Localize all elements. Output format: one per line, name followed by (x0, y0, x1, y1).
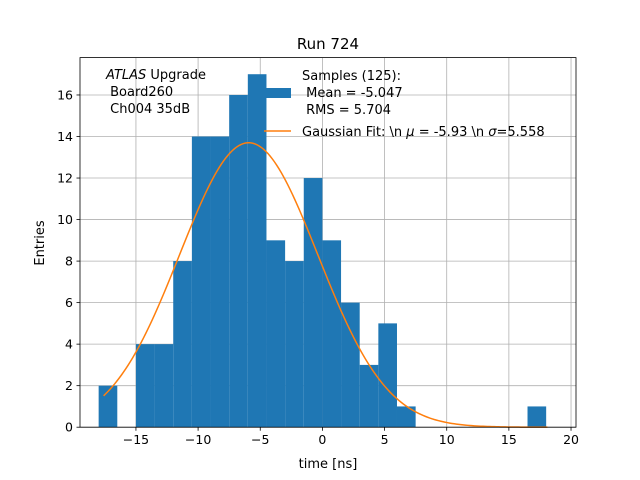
x-tick-label: −10 (185, 432, 211, 447)
legend-samples-swatch (264, 88, 291, 98)
x-tick-label: 5 (381, 432, 389, 447)
histogram-bars (98, 74, 547, 428)
x-tick-label: 0 (318, 432, 326, 447)
legend-samples-rms: RMS = 5.704 (302, 103, 391, 118)
chart-title: Run 724 (297, 35, 359, 53)
legend-samples-mean: Mean = -5.047 (302, 86, 403, 101)
y-tick-label: 12 (57, 171, 73, 186)
x-axis-label: time [ns] (299, 457, 358, 472)
histogram-bar (322, 240, 342, 428)
histogram-bar (229, 94, 248, 428)
legend-fit-mu-value: = -5.93 \n (415, 125, 489, 140)
histogram-bar (341, 302, 360, 428)
legend-fit-prefix: Gaussian Fit: \n (302, 125, 406, 140)
histogram-bar (98, 385, 118, 428)
y-tick-label: 6 (65, 295, 73, 310)
y-tick-label: 4 (65, 337, 73, 352)
legend-samples-title: Samples (125): (302, 69, 401, 84)
histogram-bar (527, 406, 547, 428)
histogram-bar (210, 136, 230, 428)
y-tick-label: 10 (57, 212, 73, 227)
y-tick-label: 0 (65, 420, 73, 435)
x-tick-label: 10 (439, 432, 455, 447)
annotation-board: Board260 (106, 85, 173, 100)
histogram-bar (396, 406, 416, 428)
legend-fit-mu: μ (405, 125, 414, 140)
atlas-annotation: ATLAS Upgrade Board260 Ch004 35dB (105, 68, 206, 117)
y-tick-label: 14 (57, 129, 73, 144)
annotation-channel: Ch004 35dB (106, 102, 190, 117)
legend: Samples (125): Mean = -5.047 RMS = 5.704… (264, 69, 545, 140)
x-tick-label: −15 (123, 432, 149, 447)
annotation-line-1: ATLAS Upgrade (105, 68, 206, 83)
histogram-bar (359, 364, 379, 428)
y-tick-label: 2 (65, 378, 73, 393)
histogram-bar (247, 74, 267, 428)
histogram-bar (191, 136, 211, 428)
x-tick-label: 15 (501, 432, 517, 447)
histogram-bar (173, 261, 192, 428)
legend-fit-sigma: σ (488, 125, 497, 140)
annotation-upgrade: Upgrade (146, 68, 206, 83)
histogram-bar (266, 240, 286, 428)
histogram-bar (303, 178, 323, 428)
y-tick-label: 8 (65, 254, 73, 269)
gaussian-fit-curve (103, 141, 548, 428)
annotation-atlas: ATLAS (105, 68, 146, 83)
x-tick-label: −5 (251, 432, 269, 447)
histogram-bar (378, 323, 397, 428)
y-tick-label: 16 (57, 87, 73, 102)
legend-fit-sigma-value: =5.558 (497, 125, 545, 140)
histogram-bar (135, 344, 155, 428)
histogram-bar (285, 261, 304, 428)
histogram-bar (154, 344, 174, 428)
y-axis-label: Entries (33, 220, 48, 266)
plot-frame (79, 57, 577, 428)
x-tick-label: 20 (563, 432, 579, 447)
legend-fit-label: Gaussian Fit: \n μ = -5.93 \n σ=5.558 (302, 125, 545, 140)
axis-ticks: −15 −10 −5 0 5 10 15 20 0 2 4 6 8 10 12 14 16 (57, 87, 579, 447)
